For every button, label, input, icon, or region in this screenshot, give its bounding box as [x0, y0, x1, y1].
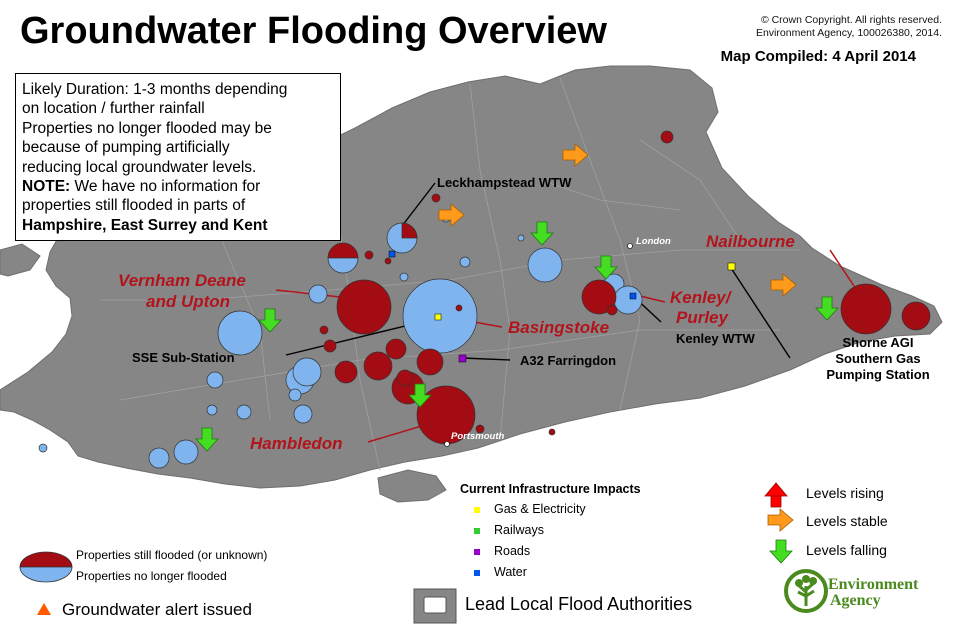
arrow-falling-1 — [530, 221, 554, 246]
legend-roads: Roads — [474, 544, 530, 558]
duration-info-box: Likely Duration: 1-3 months depending on… — [15, 73, 341, 241]
arrow-stable-north — [562, 143, 589, 167]
label-kenley: Kenley/ — [670, 288, 731, 307]
infrastructure-markers — [388, 250, 736, 363]
page-title: Groundwater Flooding Overview — [20, 10, 607, 52]
label-nailbourne: Nailbourne — [706, 232, 795, 251]
legend-gas-electricity: Gas & Electricity — [474, 502, 586, 516]
portsmouth-dot — [444, 441, 450, 447]
arrow-falling-3 — [258, 308, 282, 333]
legend-no-longer-flooded: Properties no longer flooded — [76, 569, 227, 583]
infrastructure-legend-title: Current Infrastructure Impacts — [460, 482, 641, 496]
legend-water: Water — [474, 565, 527, 579]
label-sse-sub-station: SSE Sub-Station — [132, 350, 235, 365]
legend-groundwater-alert: Groundwater alert issued — [62, 600, 252, 619]
land-mass — [0, 65, 943, 489]
label-hambledon: Hambledon — [250, 434, 343, 453]
environment-agency-logo-icon — [784, 569, 828, 613]
isle-of-wight — [377, 469, 447, 503]
legend-levels-stable: Levels stable — [806, 513, 888, 529]
arrow-falling-4 — [408, 383, 432, 408]
label-london: London — [636, 236, 671, 247]
leckhampstead-water-marker — [388, 250, 396, 258]
alert-triangle-icon — [37, 603, 51, 615]
label-kenley-wtw: Kenley WTW — [676, 331, 755, 346]
copyright-notice: © Crown Copyright. All rights reserved. … — [755, 14, 942, 39]
label-vernham-deane: Vernham Deane — [118, 271, 246, 290]
legend-arrow-rising — [764, 482, 788, 508]
kenley-water-marker — [629, 292, 637, 300]
legend-arrow-falling — [769, 539, 793, 564]
legend-levels-rising: Levels rising — [806, 485, 884, 501]
label-basingstoke: Basingstoke — [508, 318, 610, 337]
label-portsmouth: Portsmouth — [451, 431, 505, 442]
arrows-levels-stable — [438, 143, 797, 532]
legend-property-circle — [19, 551, 73, 583]
environment-agency-logo-text: Environment Agency — [828, 576, 919, 609]
arrows-levels-falling — [195, 221, 839, 564]
legend-arrow-stable — [767, 508, 794, 532]
shorne-gas-marker — [727, 262, 736, 271]
leader-lines — [285, 182, 791, 361]
legend-levels-falling: Levels falling — [806, 542, 887, 558]
legend-still-flooded: Properties still flooded (or unknown) — [76, 548, 268, 562]
sse-gas-marker — [434, 313, 442, 321]
arrow-falling-2 — [594, 255, 618, 280]
arrow-stable-kent — [770, 273, 797, 297]
west-coast — [0, 243, 41, 277]
label-and-upton: and Upton — [146, 292, 231, 311]
label-shorne-agi: Shorne AGI Southern Gas Pumping Station — [826, 335, 930, 382]
a32-road-marker — [458, 354, 467, 363]
split-circle — [327, 222, 418, 274]
label-purley: Purley — [676, 308, 728, 327]
label-a32-farringdon: A32 Farringdon — [520, 353, 617, 368]
london-dot — [627, 243, 633, 249]
arrow-falling-6 — [815, 296, 839, 321]
legend-llfa: Lead Local Flood Authorities — [465, 594, 693, 614]
properties-no-longer-flooded — [38, 213, 643, 469]
arrow-stable-west — [438, 203, 465, 227]
label-leckhampstead-wtw: Leckhampstead WTW — [437, 175, 572, 190]
legend-railways: Railways — [474, 523, 544, 537]
arrow-falling-5 — [195, 427, 219, 452]
map-compiled-date: Map Compiled: 4 April 2014 — [720, 48, 916, 65]
